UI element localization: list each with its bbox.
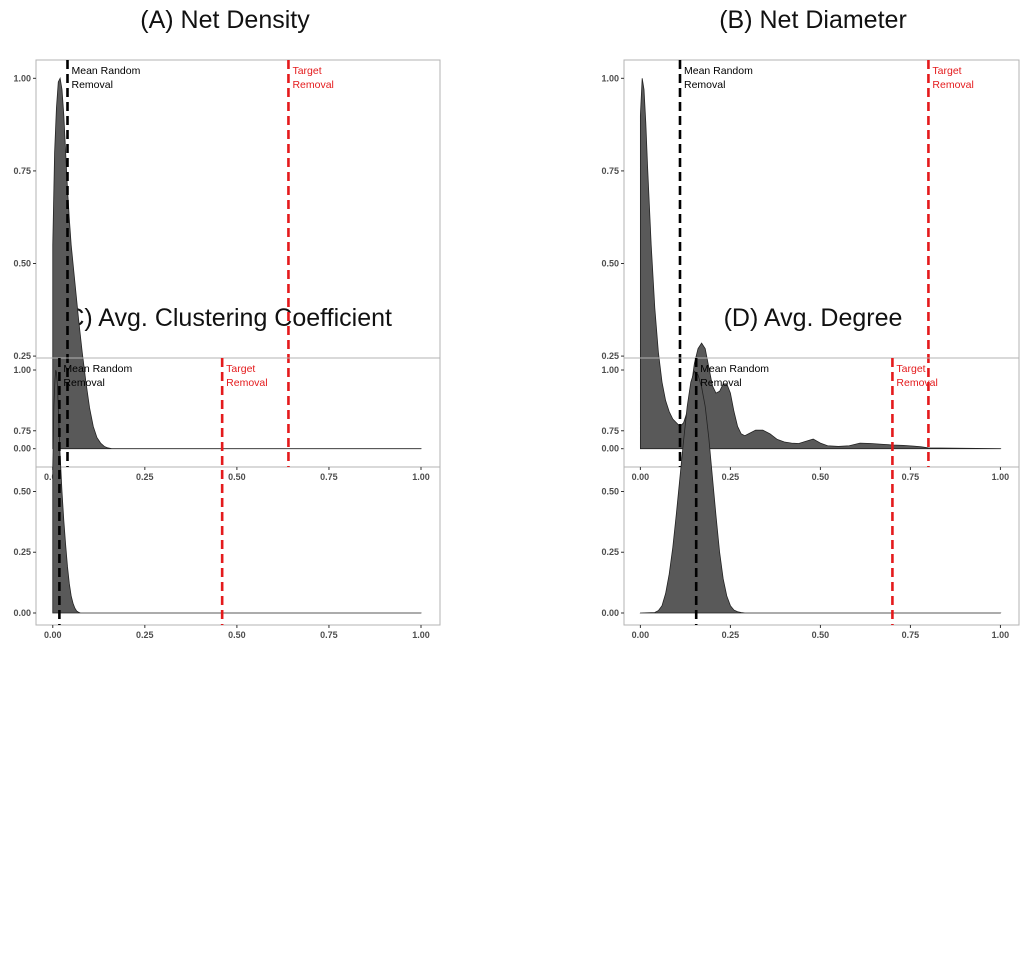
mean-random-removal-label: Mean Random — [700, 363, 769, 375]
density-area — [52, 369, 422, 614]
x-tick-label: 1.00 — [992, 472, 1010, 482]
y-tick-label: 0.00 — [601, 608, 619, 618]
mean-random-removal-label: Mean Random — [684, 65, 753, 77]
y-tick-label: 0.75 — [601, 166, 619, 176]
x-tick-label: 1.00 — [412, 630, 430, 640]
x-tick-label: 0.25 — [136, 472, 154, 482]
target-removal-label: Target — [226, 363, 255, 375]
panel-title-c: (C) Avg. Clustering Coefficient — [58, 304, 392, 332]
target-removal-label: Target — [292, 65, 321, 77]
x-tick-label: 1.00 — [412, 472, 430, 482]
y-tick-label: 1.00 — [601, 73, 619, 83]
y-tick-label: 0.00 — [13, 444, 31, 454]
y-tick-label: 1.00 — [13, 365, 31, 375]
y-tick-label: 0.75 — [601, 426, 619, 436]
density-area — [52, 77, 422, 450]
x-tick-label: 0.75 — [320, 472, 338, 482]
target-removal-label: Target — [896, 363, 925, 375]
x-tick-label: 1.00 — [992, 630, 1010, 640]
y-tick-label: 0.50 — [601, 259, 619, 269]
x-tick-label: 0.25 — [722, 472, 740, 482]
y-tick-label: 0.50 — [13, 259, 31, 269]
x-tick-label: 0.50 — [812, 630, 830, 640]
y-tick-label: 0.25 — [13, 351, 31, 361]
target-removal-label: Target — [932, 65, 961, 77]
panel-title-a: (A) Net Density — [140, 6, 310, 34]
x-tick-label: 0.75 — [902, 630, 920, 640]
target-removal-label: Removal — [896, 377, 937, 389]
y-tick-label: 1.00 — [13, 73, 31, 83]
y-tick-label: 0.75 — [13, 166, 31, 176]
panel-title-d: (D) Avg. Degree — [723, 304, 903, 332]
mean-random-removal-label: Mean Random — [71, 65, 140, 77]
x-tick-label: 0.00 — [632, 630, 650, 640]
target-removal-label: Removal — [932, 79, 973, 91]
y-tick-label: 1.00 — [601, 365, 619, 375]
x-tick-label: 0.50 — [228, 630, 246, 640]
x-tick-label: 0.25 — [136, 630, 154, 640]
x-tick-label: 0.00 — [632, 472, 650, 482]
x-tick-label: 0.50 — [228, 472, 246, 482]
density-area — [639, 370, 1001, 614]
y-tick-label: 0.00 — [13, 608, 31, 618]
x-tick-label: 0.00 — [44, 630, 62, 640]
mean-random-removal-label: Removal — [700, 377, 741, 389]
mean-random-removal-label: Removal — [71, 79, 112, 91]
mean-random-removal-label: Removal — [63, 377, 104, 389]
y-tick-label: 0.50 — [13, 487, 31, 497]
x-tick-label: 0.50 — [812, 472, 830, 482]
y-tick-label: 0.50 — [601, 487, 619, 497]
target-removal-label: Removal — [292, 79, 333, 91]
y-tick-label: 0.25 — [601, 351, 619, 361]
y-tick-label: 0.75 — [13, 426, 31, 436]
y-tick-label: 0.25 — [601, 547, 619, 557]
mean-random-removal-label: Removal — [684, 79, 725, 91]
x-tick-label: 0.75 — [902, 472, 920, 482]
mean-random-removal-label: Mean Random — [63, 363, 132, 375]
target-removal-label: Removal — [226, 377, 267, 389]
panel-title-b: (B) Net Diameter — [719, 6, 907, 34]
x-tick-label: 0.75 — [320, 630, 338, 640]
y-tick-label: 0.00 — [601, 444, 619, 454]
density-area — [639, 78, 1001, 450]
x-tick-label: 0.25 — [722, 630, 740, 640]
y-tick-label: 0.25 — [13, 547, 31, 557]
